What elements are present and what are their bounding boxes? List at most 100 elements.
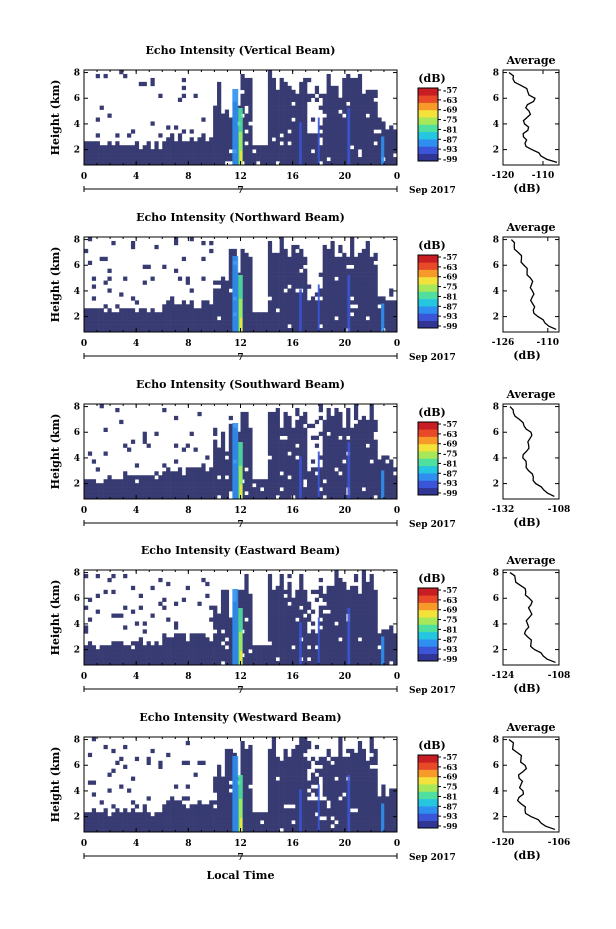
heatmap-cell [248,145,253,150]
heatmap-cell [150,153,155,158]
heatmap-cell [150,320,155,325]
heatmap-cell [220,609,226,614]
heatmap-cell [228,808,233,813]
heatmap-cell [220,776,226,781]
heatmap-cell [287,256,292,262]
heatmap-cell [150,820,155,825]
heatmap-cell [318,431,323,436]
heatmap-cell [127,479,132,484]
heatmap-cell [267,593,273,599]
heatmap-cell [295,260,300,266]
heatmap-cell [310,633,316,638]
heatmap-cell [166,467,171,472]
heatmap-cell [322,316,327,321]
heatmap-cell [197,641,202,646]
heatmap-cell [189,661,194,666]
heatmap-cell [248,439,253,444]
heatmap-cell [373,284,378,289]
heatmap-cell [271,657,277,662]
heatmap-cell [193,641,198,646]
heatmap-cell [197,137,202,142]
heatmap-cell [115,312,120,317]
heatmap-cell [326,252,331,258]
heatmap-cell [318,328,323,333]
heatmap-cell [353,649,359,654]
heatmap-cell [303,601,308,606]
heatmap-cell [205,657,210,662]
heatmap-cell [326,161,331,166]
heatmap-cell [307,304,312,309]
heatmap-cell [181,256,187,262]
heatmap-cell [224,296,230,301]
heatmap-cell [295,641,300,646]
heatmap-cell [166,145,171,150]
heatmap-cell [373,447,378,452]
heatmap-cell [130,820,136,825]
heatmap-cell [107,153,112,158]
colorbar-swatch [418,443,438,452]
heatmap-cell [353,141,359,146]
heatmap-cell [283,645,288,650]
heatmap-cell [205,312,210,317]
heatmap-cell [287,581,292,587]
heatmap-cell [393,637,398,642]
heatmap-cell [154,145,159,150]
heatmap-cell [244,89,249,95]
heatmap-cell [330,93,335,99]
avg-y-tick-label: 6 [493,594,499,604]
colorbar-swatch [418,153,438,162]
heatmap-cell [123,605,128,610]
heatmap-cell [197,467,202,472]
heatmap-cell [201,479,206,484]
heatmap-cell [205,161,210,166]
heatmap-cell [166,328,171,333]
heatmap-cell [232,752,237,758]
heatmap-cell [224,149,230,154]
heatmap-cell [185,740,190,746]
heatmap-cell [150,487,155,492]
heatmap-cell [393,483,398,488]
heatmap-cell [189,475,194,480]
heatmap-cell [123,149,128,154]
heatmap-cell [393,653,398,658]
heatmap-cell [119,812,124,817]
heatmap-cell [271,617,277,622]
heatmap-cell [267,137,273,142]
heatmap-cell [279,324,284,329]
y-axis-label: Height (km) [49,414,62,490]
heatmap-cell [271,316,277,321]
heatmap-cell [213,824,218,829]
heatmap-cell [189,828,194,833]
heatmap-cell [342,276,347,281]
heatmap-cell [369,475,374,480]
heatmap-cell [275,324,280,329]
heatmap-cell [275,427,280,433]
heatmap-cell [279,113,284,118]
heatmap-cell [314,97,320,102]
heatmap-cell [244,613,249,618]
heatmap-cell [381,629,386,634]
heatmap-cell [111,149,116,154]
heatmap-cell [334,435,339,440]
heatmap-cell [213,495,218,500]
heatmap-cell [209,157,214,162]
heatmap-cell [263,649,269,654]
heatmap-cell [287,153,292,158]
heatmap-cell [228,328,233,333]
heatmap-cell [369,153,374,158]
heatmap-cell [181,479,187,484]
heatmap-cell [357,451,363,456]
heatmap-cell [291,471,296,476]
heatmap-cell [314,435,320,440]
heatmap-cell [334,145,339,150]
heatmap-cell [213,475,218,480]
heatmap-cell [346,419,351,425]
heatmap-cell [189,483,194,488]
heatmap-cell [357,597,363,602]
heatmap-cell [87,816,93,821]
heatmap-cell [228,268,233,273]
heatmap-cell [146,828,151,833]
heatmap-cell [334,581,339,587]
heatmap-cell [369,479,374,484]
heatmap-cell [369,471,374,476]
